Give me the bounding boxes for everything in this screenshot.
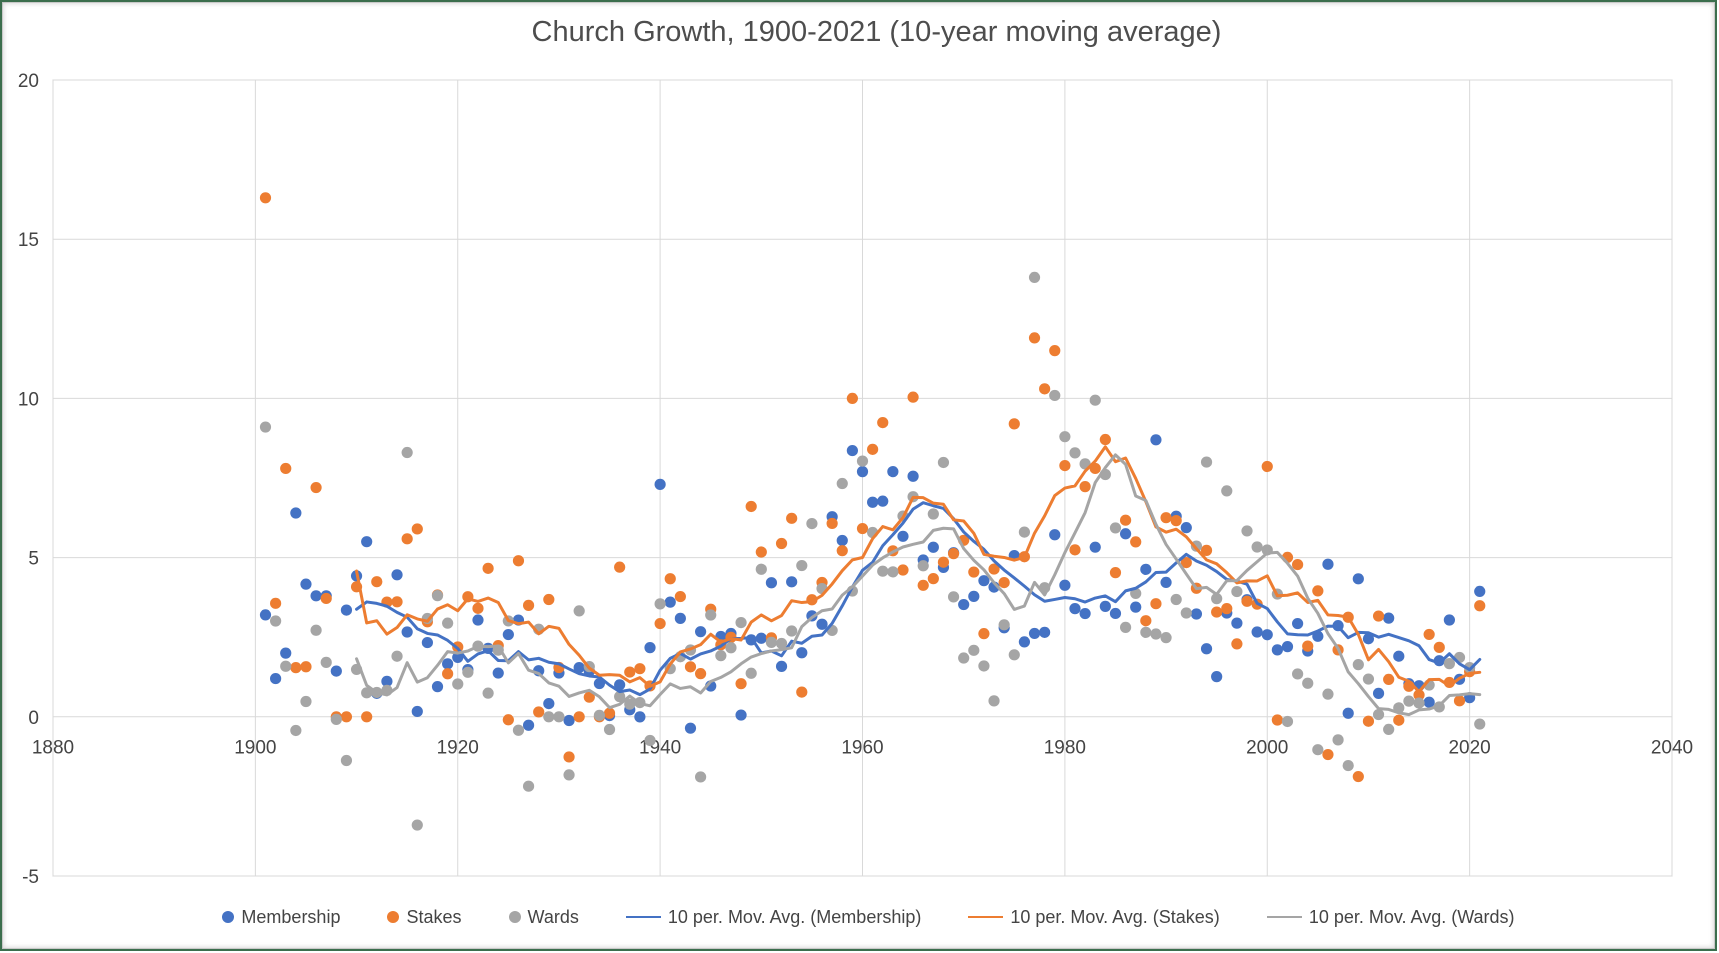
svg-text:1980: 1980 — [1044, 737, 1086, 758]
svg-text:20: 20 — [18, 71, 39, 92]
svg-text:5: 5 — [28, 549, 39, 570]
svg-text:1900: 1900 — [234, 737, 276, 758]
svg-text:15: 15 — [18, 230, 39, 251]
svg-text:2040: 2040 — [1651, 737, 1693, 758]
svg-text:-5: -5 — [22, 867, 39, 888]
svg-text:2000: 2000 — [1246, 737, 1288, 758]
svg-text:1920: 1920 — [437, 737, 479, 758]
svg-text:1960: 1960 — [841, 737, 883, 758]
svg-text:2020: 2020 — [1448, 737, 1490, 758]
svg-text:1880: 1880 — [32, 737, 74, 758]
svg-text:0: 0 — [28, 708, 39, 729]
svg-text:10: 10 — [18, 389, 39, 410]
